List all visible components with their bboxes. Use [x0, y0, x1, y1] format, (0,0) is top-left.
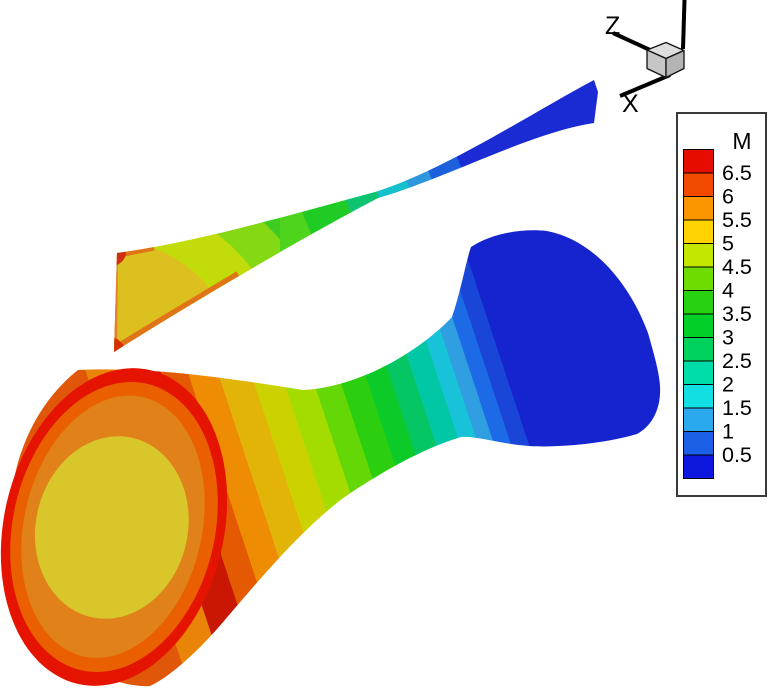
z-axis-label: Z	[605, 12, 620, 40]
legend-swatch	[683, 454, 714, 479]
legend-ticks: 6.5 6 5.5 5 4.5 4 3.5 3 2.5 2 1.5 1 0.5	[722, 161, 752, 467]
legend-swatch	[683, 172, 714, 197]
nozzle-exit-face	[0, 368, 228, 686]
legend-tick: 5	[722, 232, 734, 256]
legend-tick: 5.5	[722, 208, 752, 232]
exit-core-gold	[34, 436, 189, 619]
axis-triad: Z X	[605, 0, 687, 118]
legend-swatch	[683, 290, 714, 315]
mach-legend: M 6.5 6 5.5 5 4.5 4 3.5 3 2.5	[676, 112, 767, 497]
legend-tick: 6.5	[722, 161, 752, 185]
legend-swatch	[683, 360, 714, 385]
slice-corner-hot-spot	[114, 337, 126, 352]
x-axis-line	[619, 73, 671, 98]
legend-swatches	[683, 149, 714, 479]
nozzle-surface	[0, 230, 661, 687]
legend-swatch	[683, 384, 714, 409]
y-axis-line	[681, 0, 687, 50]
legend-tick: 1.5	[722, 396, 752, 420]
origin-cube-icon	[646, 41, 685, 79]
legend-swatch	[683, 313, 714, 338]
legend-tick: 3.5	[722, 302, 752, 326]
legend-swatch	[683, 149, 714, 174]
legend-swatch	[683, 431, 714, 456]
legend-swatch	[683, 407, 714, 432]
legend-swatch	[683, 337, 714, 362]
legend-tick: 1	[722, 420, 734, 444]
legend-tick: 2.5	[722, 349, 752, 373]
legend-swatch	[683, 243, 714, 268]
legend-swatch	[683, 196, 714, 221]
legend-tick: 0.5	[722, 443, 752, 467]
slice-contour-arcs	[114, 185, 280, 352]
legend-tick: 6	[722, 185, 734, 209]
legend-tick: 2	[722, 373, 734, 397]
legend-title: M	[732, 128, 751, 154]
legend-tick: 4	[722, 279, 734, 303]
z-axis-line	[612, 31, 651, 52]
slice-surface	[114, 80, 598, 352]
legend-swatch	[683, 219, 714, 244]
legend-swatch	[683, 266, 714, 291]
legend-tick: 4.5	[722, 255, 752, 279]
x-axis-label: X	[622, 90, 639, 118]
legend-tick: 3	[722, 326, 734, 350]
